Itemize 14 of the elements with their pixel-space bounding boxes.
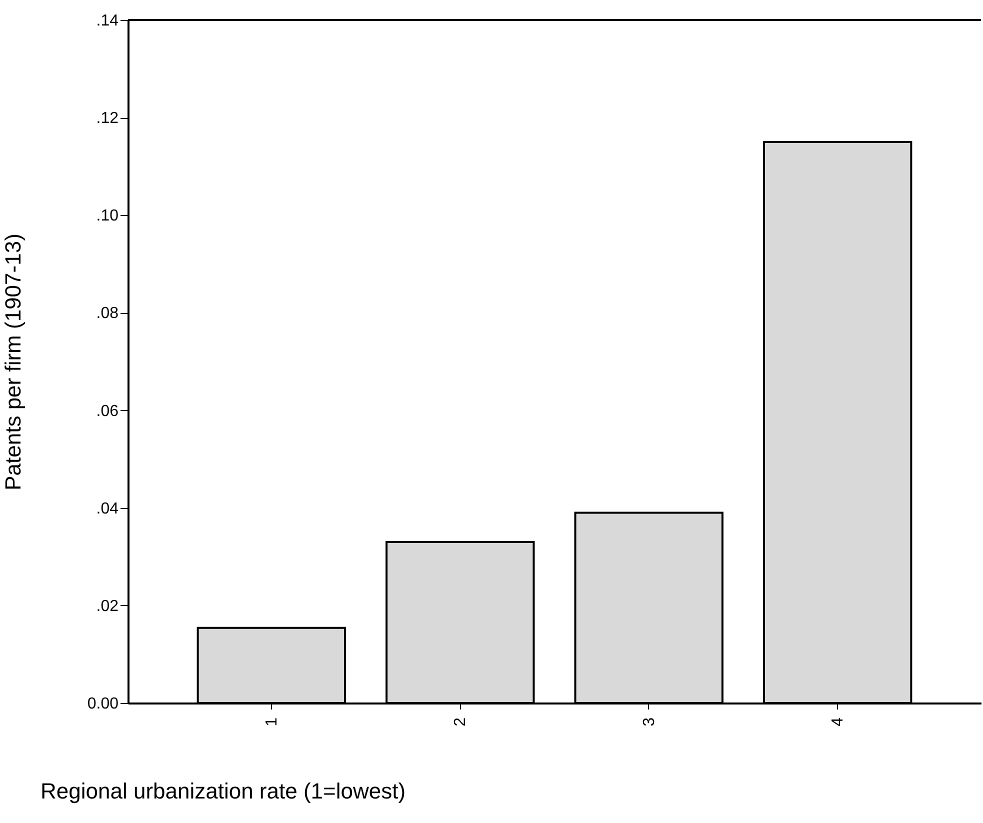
y-tick-label: .10 (96, 208, 119, 225)
y-axis-title: Patents per firm (1907-13) (0, 234, 26, 490)
y-tick-label: 0.00 (87, 696, 119, 712)
x-tick-label: 3 (640, 717, 658, 726)
x-axis-title: Regional urbanization rate (1=lowest) (40, 778, 406, 804)
y-tick-label: .06 (96, 402, 119, 420)
x-tick-label: 2 (452, 717, 470, 726)
y-tick-label: .14 (96, 12, 119, 30)
y-tick-label: .02 (96, 598, 119, 615)
y-tick-label: .12 (96, 110, 119, 128)
x-tick-label: 1 (263, 717, 280, 726)
x-tick-label: 4 (830, 717, 847, 726)
y-tick-label: .04 (96, 500, 119, 518)
y-tick-label: .08 (96, 305, 119, 322)
